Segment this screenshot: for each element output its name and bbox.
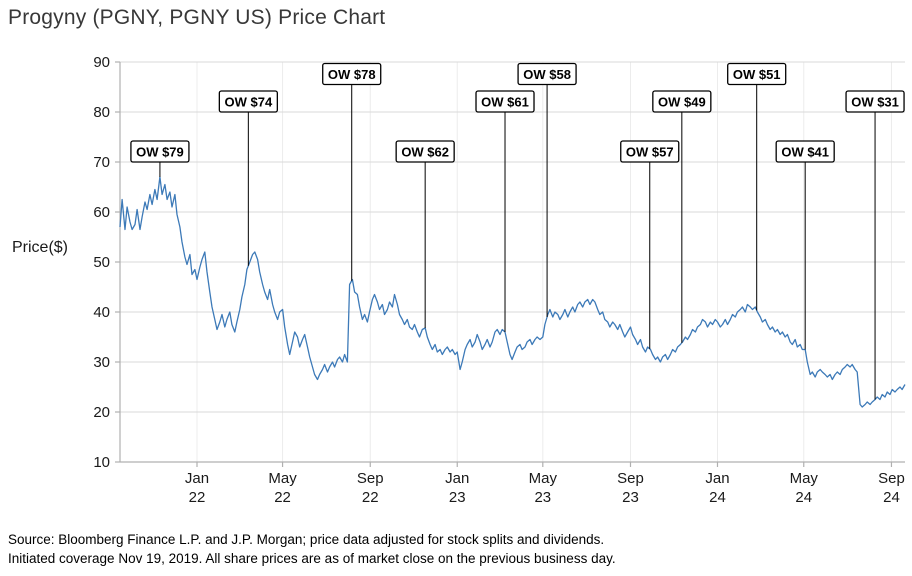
- annotation-label: OW $57: [626, 145, 674, 160]
- x-tick-label-month: Sep: [357, 470, 384, 487]
- annotation-label: OW $31: [851, 95, 899, 110]
- annotation-box: [620, 140, 680, 163]
- source-note: Source: Bloomberg Finance L.P. and J.P. …: [8, 531, 616, 568]
- annotation-box: [475, 90, 535, 113]
- annotation-box: [652, 90, 712, 113]
- y-tick-label: 70: [93, 154, 110, 171]
- x-tick-label-year: 23: [449, 489, 466, 506]
- annotation-label: OW $74: [224, 95, 272, 110]
- annotation-label: OW $78: [328, 67, 376, 82]
- annotation-box: [727, 62, 787, 86]
- x-tick-label-year: 23: [534, 489, 551, 506]
- annotation-box: [845, 90, 905, 113]
- y-tick-label: 90: [93, 54, 110, 71]
- annotation-box: [322, 62, 382, 86]
- x-tick-label-year: 22: [274, 489, 291, 506]
- annotation-label: OW $49: [658, 95, 706, 110]
- x-tick-label-year: 24: [709, 489, 726, 506]
- y-tick-label: 80: [93, 104, 110, 121]
- source-line-1: Source: Bloomberg Finance L.P. and J.P. …: [8, 532, 605, 547]
- x-tick-label-month: May: [790, 470, 819, 487]
- y-tick-label: 30: [93, 354, 110, 371]
- x-tick-label-year: 24: [795, 489, 812, 506]
- source-line-2: Initiated coverage Nov 19, 2019. All sha…: [8, 550, 616, 566]
- x-tick-label-month: Sep: [617, 470, 644, 487]
- annotation-box: [517, 62, 577, 86]
- x-tick-label-year: 23: [622, 489, 639, 506]
- x-tick-label-month: Jan: [185, 470, 209, 487]
- x-tick-label-month: May: [268, 470, 297, 487]
- page-title: Progyny (PGNY, PGNY US) Price Chart: [8, 6, 386, 29]
- y-tick-label: 20: [93, 404, 110, 421]
- x-tick-label-month: Sep: [878, 470, 905, 487]
- annotation-label: OW $58: [523, 67, 571, 82]
- annotation-label: OW $62: [401, 145, 449, 160]
- annotation-box: [130, 140, 190, 163]
- y-tick-label: 60: [93, 204, 110, 221]
- x-tick-label-month: May: [529, 470, 558, 487]
- annotation-label: OW $51: [733, 67, 781, 82]
- y-axis-title: Price($): [12, 239, 68, 256]
- x-tick-label-month: Jan: [705, 470, 729, 487]
- y-tick-label: 10: [93, 454, 110, 471]
- annotation-box: [775, 140, 835, 163]
- price-line: [119, 176, 906, 408]
- x-tick-label-year: 22: [189, 489, 206, 506]
- annotation-label: OW $79: [136, 145, 184, 160]
- annotation-box: [218, 90, 278, 113]
- x-tick-label-month: Jan: [445, 470, 469, 487]
- annotation-label: OW $61: [481, 95, 529, 110]
- y-tick-label: 50: [93, 254, 110, 271]
- annotation-box: [395, 140, 455, 163]
- annotation-label: OW $41: [781, 145, 829, 160]
- x-tick-label-year: 24: [883, 489, 900, 506]
- x-tick-label-year: 22: [362, 489, 379, 506]
- y-tick-label: 40: [93, 304, 110, 321]
